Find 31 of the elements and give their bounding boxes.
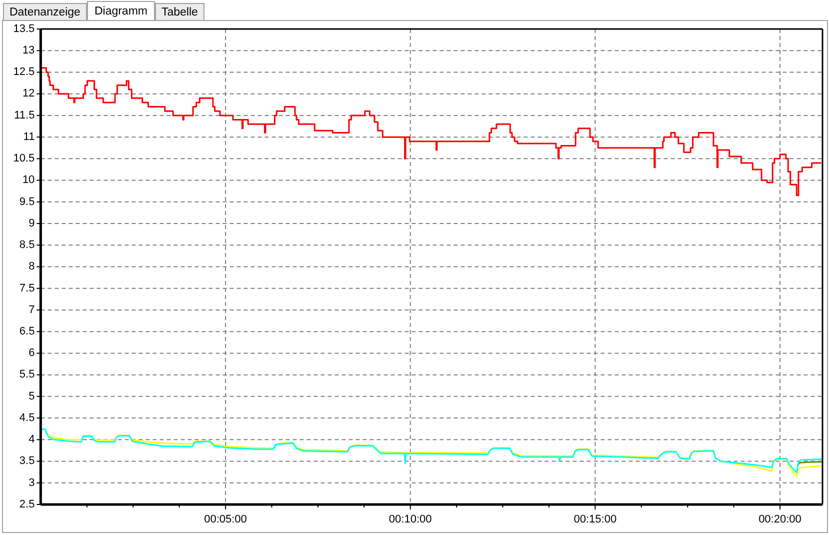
y-tick-label: 13 (22, 44, 35, 57)
y-tick-label: 9 (28, 217, 35, 230)
y-tick-label: 10.5 (13, 152, 35, 165)
y-tick-label: 10 (22, 174, 35, 186)
y-tick-label: 7.5 (19, 282, 35, 294)
y-tick-label: 8 (28, 260, 35, 273)
y-tick-label: 13.5 (13, 22, 35, 35)
y-tick-label: 5 (28, 390, 35, 402)
chart-title: Diagramm (94, 6, 148, 18)
y-tick-label: 6.5 (19, 325, 35, 338)
y-tick-label: 3 (28, 476, 35, 489)
y-tick-label: 11.5 (14, 109, 35, 122)
x-tick-label: 00:10:00 (388, 513, 432, 526)
y-tick-label: 5.5 (19, 368, 35, 381)
y-tick-label: 4 (28, 434, 35, 446)
y-tick-label: 12.5 (13, 66, 35, 78)
y-tick-label: 3.5 (19, 455, 35, 468)
y-tick-label: 8.5 (19, 239, 35, 252)
x-tick-label: 00:20:00 (758, 513, 802, 526)
y-tick-label: 9.5 (19, 196, 35, 208)
y-tick-label: 6 (28, 347, 35, 360)
tab: Datenanzeige (3, 3, 87, 21)
y-tick-label: 4.5 (19, 412, 35, 424)
tab: Diagramm (86, 1, 155, 21)
y-tick-label: 7 (28, 304, 35, 316)
y-tick-label: 2.5 (19, 498, 35, 510)
tab: Tabelle (155, 3, 204, 21)
x-tick-label: 00:05:00 (204, 513, 247, 526)
y-tick-label: 11 (23, 130, 35, 143)
y-tick-label: 12 (22, 88, 35, 100)
x-tick-label: 00:15:00 (574, 513, 617, 526)
